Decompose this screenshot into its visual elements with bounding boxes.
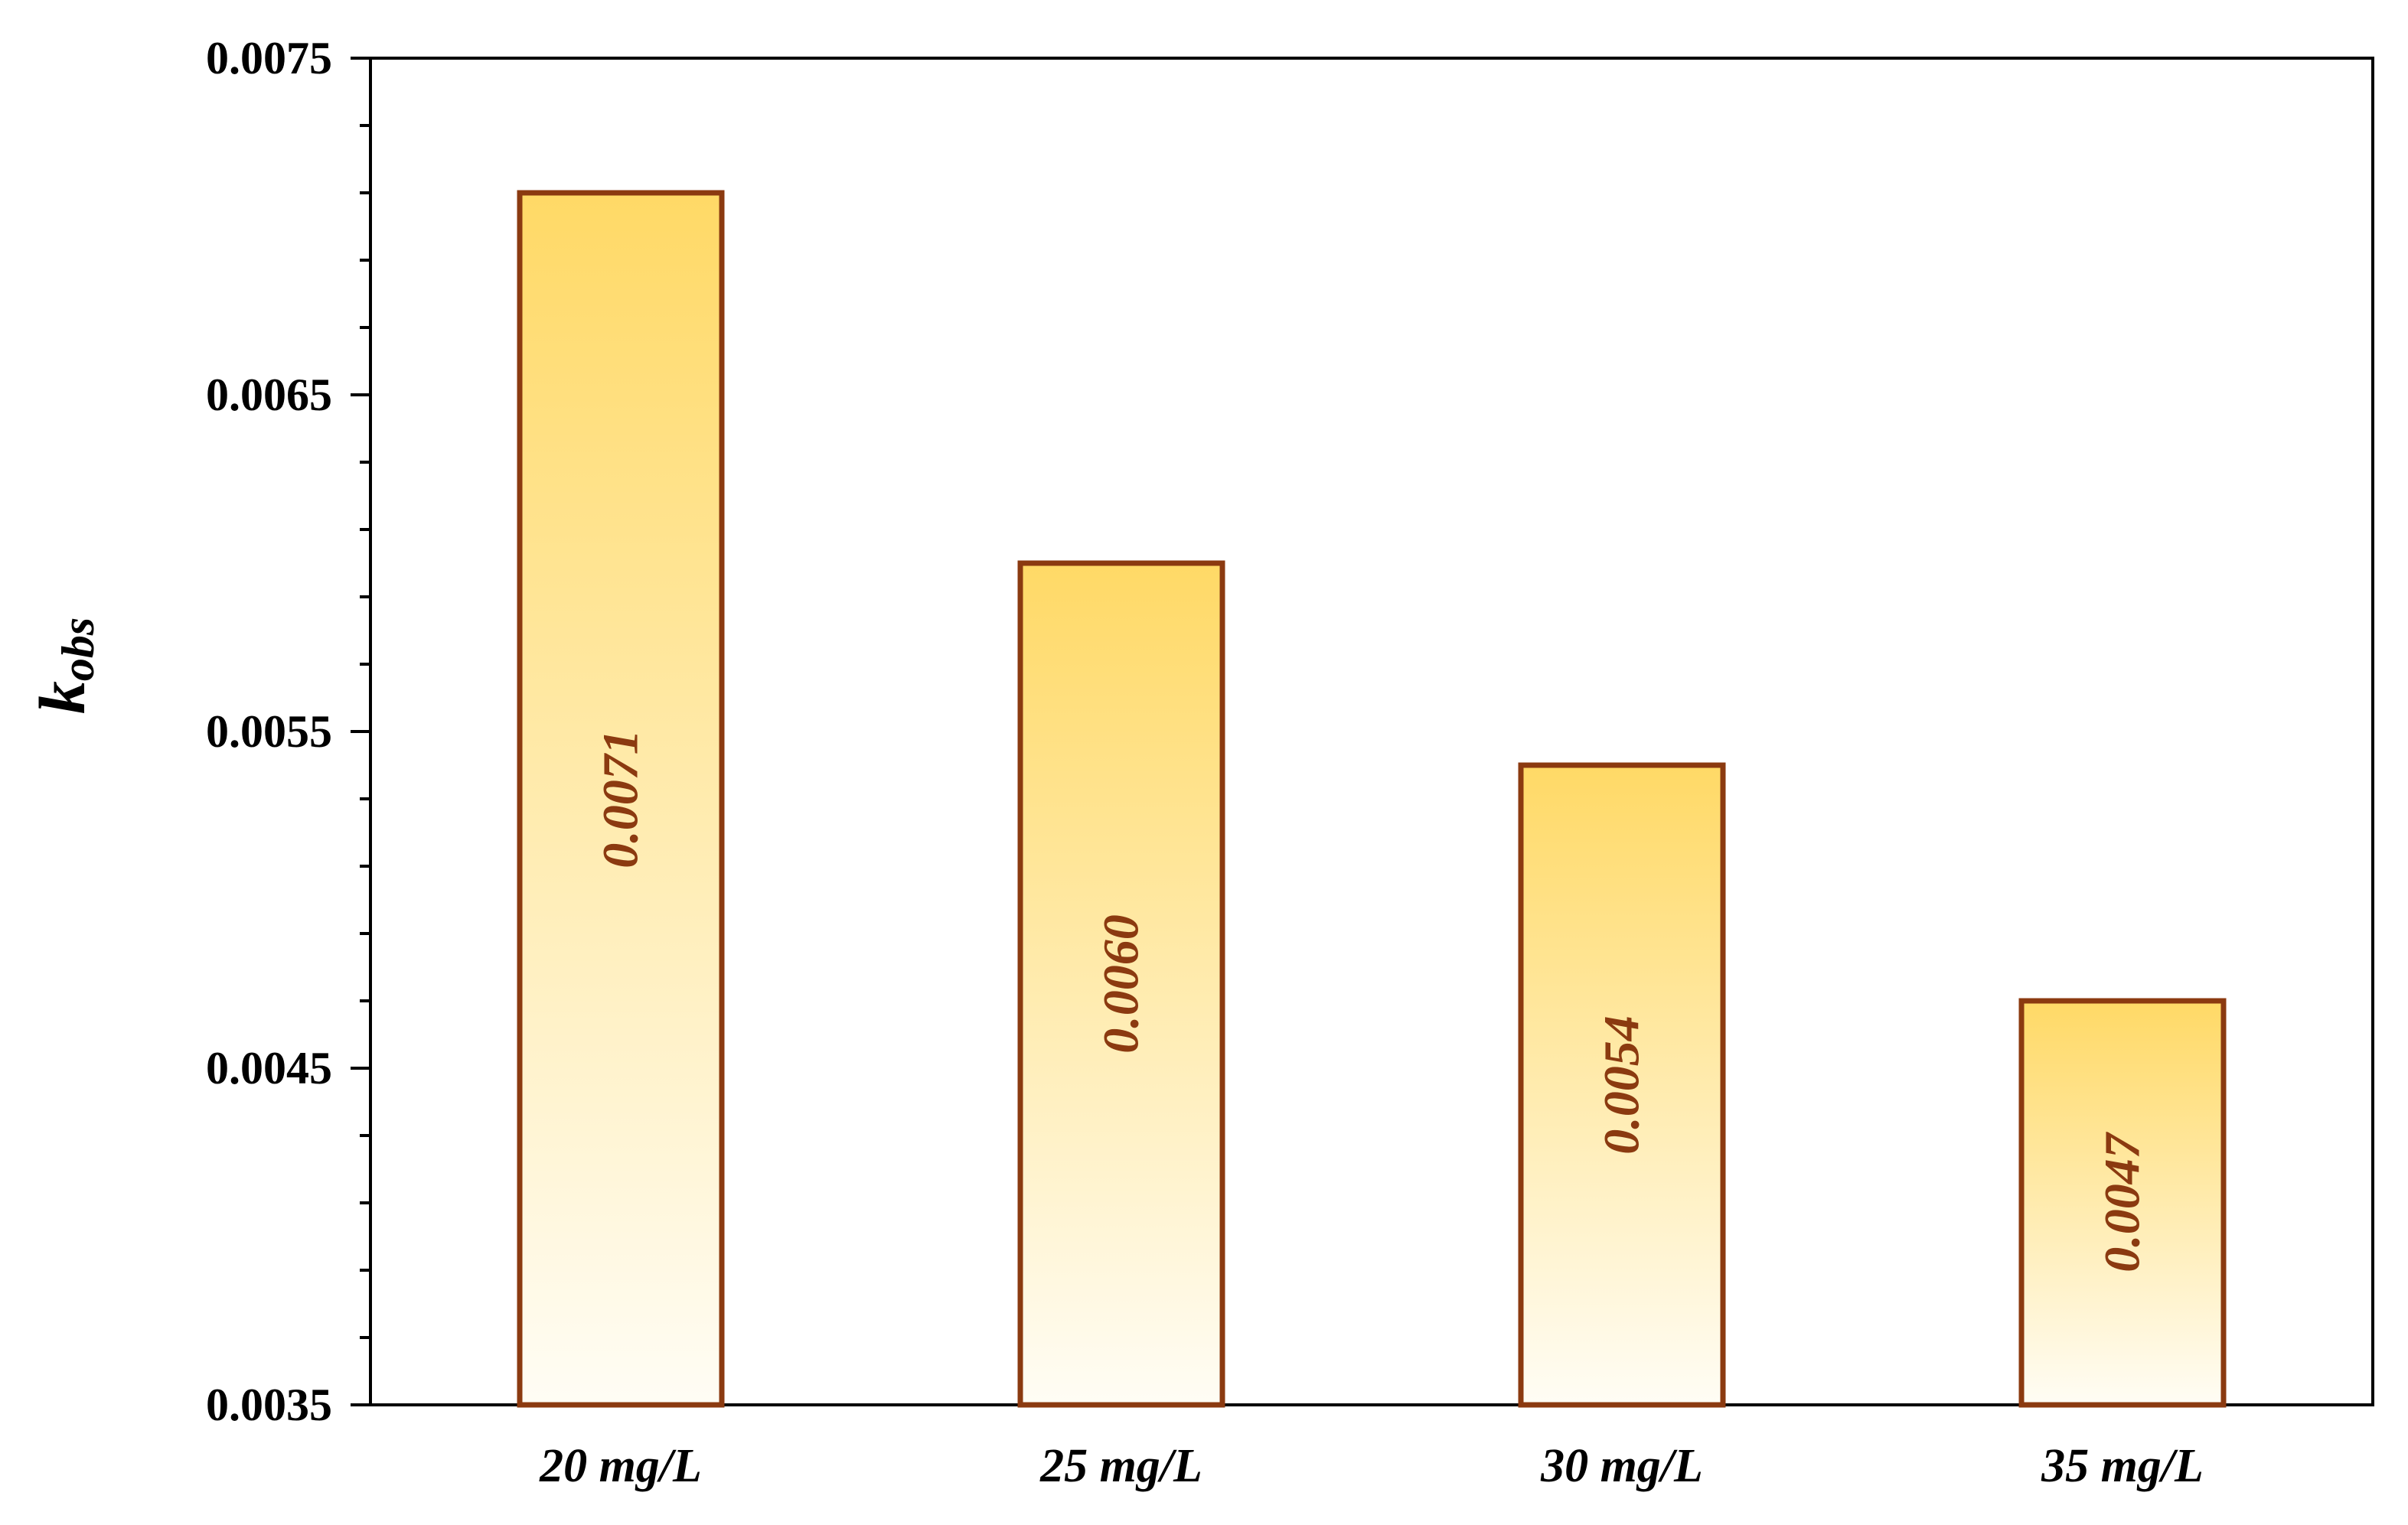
bar (517, 190, 725, 1408)
y-tick-label: 0.0075 (206, 33, 332, 83)
x-category-label: 25 mg/L (1039, 1440, 1202, 1492)
bar-data-label: 0.0071 (593, 729, 649, 868)
x-category-label: 30 mg/L (1540, 1440, 1703, 1492)
bars-group (517, 190, 2227, 1408)
y-tick-label: 0.0045 (206, 1043, 332, 1093)
x-axis-category-labels: 20 mg/L 25 mg/L 30 mg/L 35 mg/L (539, 1440, 2204, 1492)
x-category-label: 35 mg/L (2041, 1440, 2204, 1492)
y-axis-title: kobs (25, 617, 103, 714)
bar (2018, 998, 2227, 1408)
bar-data-labels: 0.0071 0.0060 0.0054 0.0047 (593, 729, 2151, 1272)
y-axis-title-sub: obs (53, 617, 103, 681)
y-axis-tick-labels: 0.0035 0.0045 0.0055 0.0065 0.0075 (206, 33, 332, 1430)
x-category-label: 20 mg/L (539, 1440, 702, 1492)
y-tick-label: 0.0035 (206, 1380, 332, 1430)
bar (1518, 762, 1726, 1408)
bar-data-label: 0.0060 (1094, 914, 1150, 1054)
y-tick-label: 0.0065 (206, 370, 332, 420)
bar-data-label: 0.0047 (2095, 1131, 2151, 1272)
y-axis-title-main: k (25, 681, 99, 714)
y-tick-label: 0.0055 (206, 706, 332, 757)
y-axis-ticks (351, 57, 370, 1406)
bar-data-label: 0.0054 (1594, 1015, 1650, 1155)
bar (1017, 560, 1225, 1408)
